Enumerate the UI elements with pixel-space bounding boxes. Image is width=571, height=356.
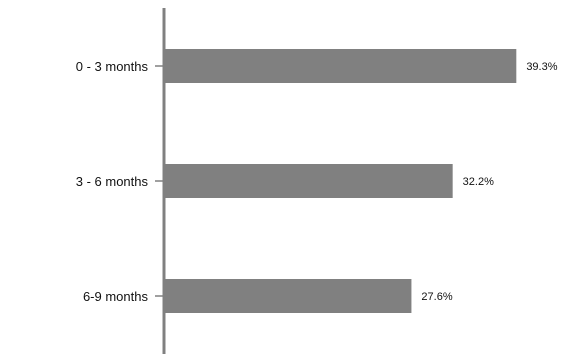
bars-group — [164, 49, 517, 313]
category-labels-group: 0 - 3 months 3 - 6 months 6-9 months — [76, 59, 149, 304]
bar-1 — [164, 164, 453, 198]
value-label-0: 39.3% — [526, 61, 557, 73]
bar-0 — [164, 49, 517, 83]
category-label-0: 0 - 3 months — [76, 59, 149, 74]
value-label-1: 32.2% — [463, 176, 494, 188]
value-label-2: 27.6% — [421, 291, 452, 303]
category-label-1: 3 - 6 months — [76, 174, 149, 189]
bar-2 — [164, 279, 412, 313]
value-labels-group: 39.3% 32.2% 27.6% — [421, 61, 557, 303]
y-axis-ticks — [155, 65, 164, 297]
category-label-2: 6-9 months — [83, 289, 149, 304]
